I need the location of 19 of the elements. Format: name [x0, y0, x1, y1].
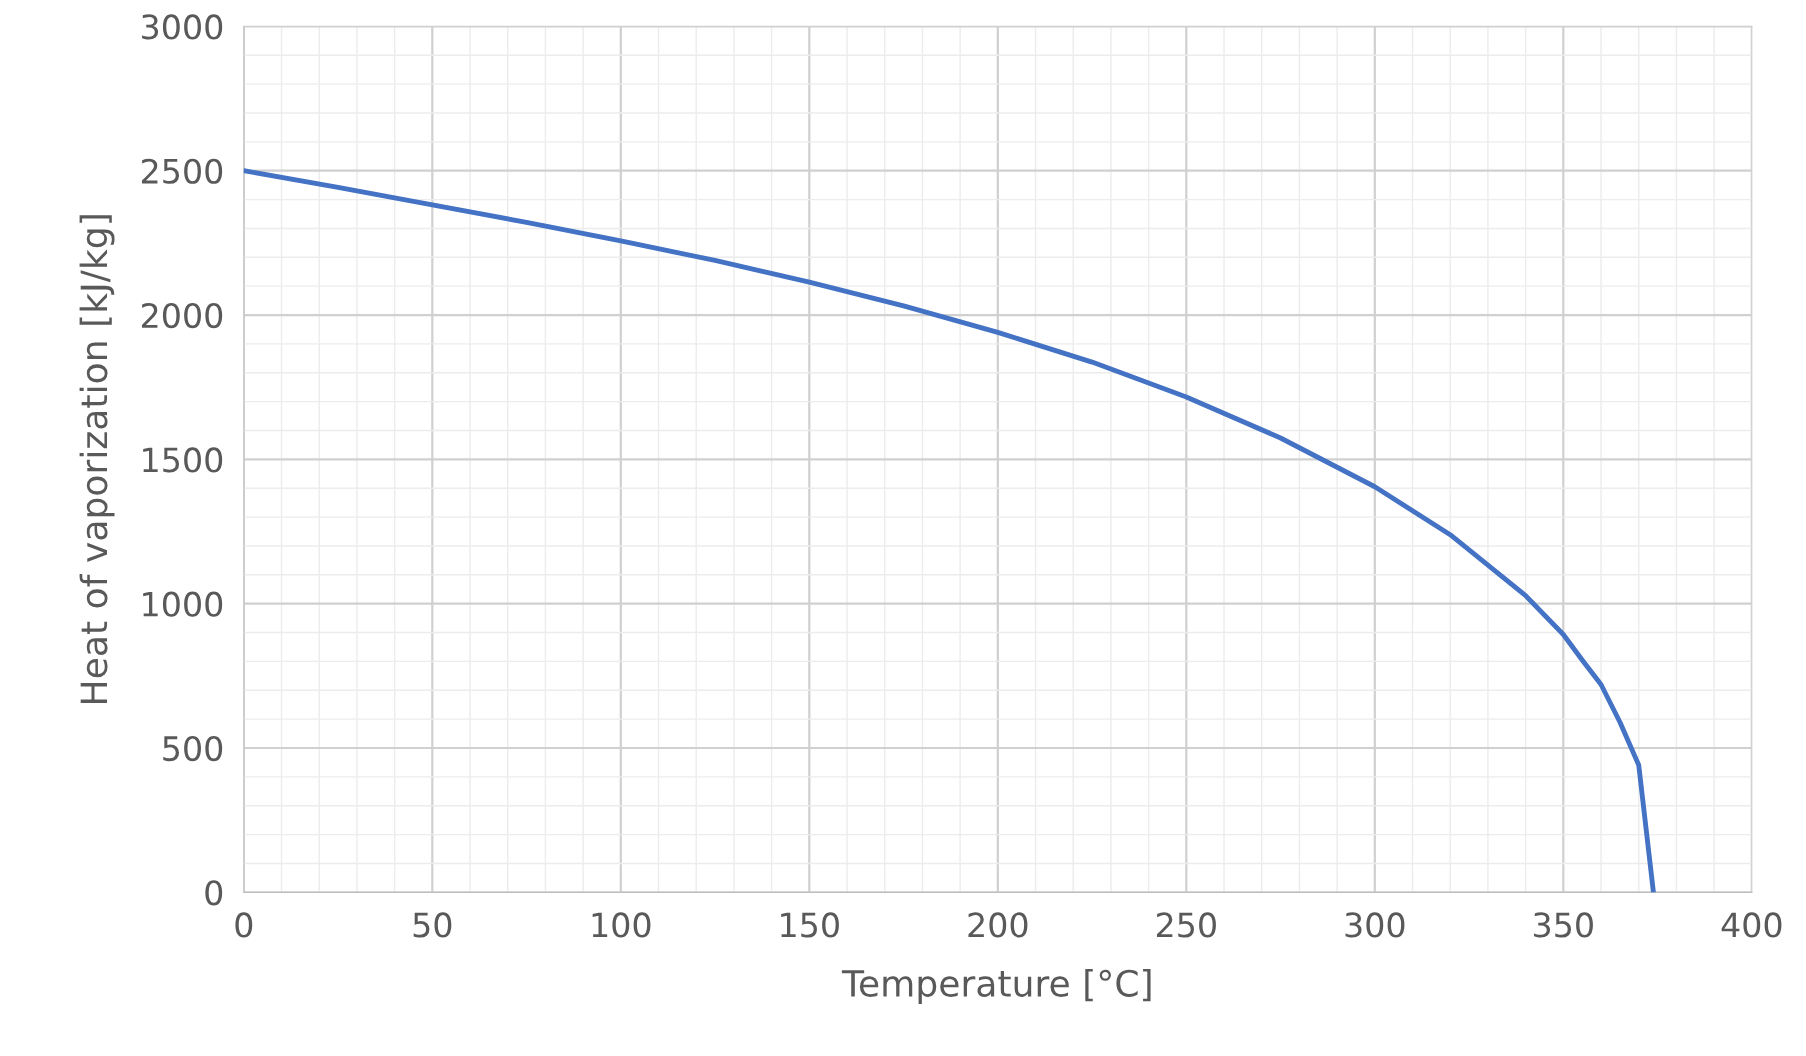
x-axis-title: Temperature [°C] — [841, 969, 1151, 1004]
line-series — [243, 168, 1656, 893]
x-tick-label: 50 — [413, 912, 452, 938]
y-tick-label: 1500 — [143, 447, 223, 473]
x-tick-label: 300 — [1345, 912, 1405, 938]
x-tick-label: 200 — [968, 912, 1028, 938]
x-tick-label: 400 — [1721, 912, 1782, 938]
x-tick-label: 250 — [1156, 912, 1216, 938]
y-tick-label: 2000 — [141, 302, 223, 329]
x-tick-label: 150 — [781, 912, 839, 938]
y-axis-title: Heat of vaporization [kJ/kg] — [79, 215, 115, 703]
y-tick-label: 500 — [163, 735, 223, 762]
x-tick-label: 0 — [235, 912, 253, 938]
y-tick-label: 2500 — [141, 158, 223, 184]
y-tick-label: 1000 — [143, 591, 223, 617]
y-tick-label: 0 — [205, 880, 223, 906]
x-tick-label: 350 — [1534, 912, 1593, 938]
y-tick-label: 3000 — [142, 14, 223, 40]
x-tick-label: 100 — [592, 912, 651, 938]
